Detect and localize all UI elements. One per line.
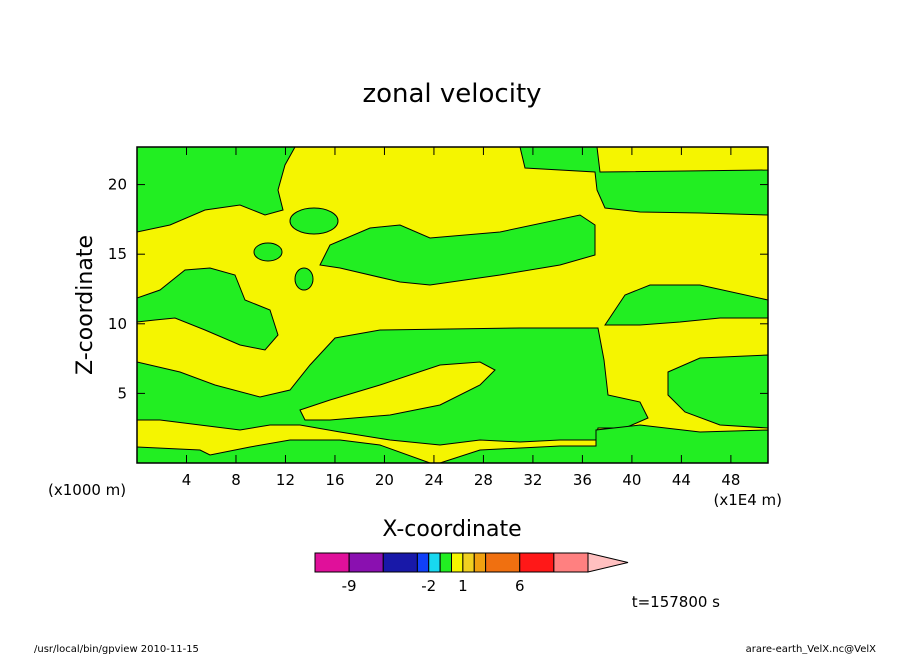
- x-tick-label: 40: [622, 471, 641, 489]
- chart-title: zonal velocity: [362, 79, 541, 109]
- x-tick-label: 8: [231, 471, 241, 489]
- x-tick-label: 32: [523, 471, 542, 489]
- x-tick-label: 48: [721, 471, 740, 489]
- colorbar-segment: [428, 552, 441, 573]
- colorbar-tick-label: 1: [458, 577, 468, 595]
- footer-right: arare-earth_VelX.nc@VelX: [746, 644, 877, 654]
- x-tick-label: 16: [325, 471, 344, 489]
- contour-region: [289, 207, 339, 235]
- x-tick-label: 4: [182, 471, 192, 489]
- contour-region: [137, 439, 431, 463]
- x-tick-label: 12: [276, 471, 295, 489]
- y-tick-label: 5: [117, 384, 127, 402]
- colorbar-segment: [439, 552, 452, 573]
- colorbar-segment: [314, 552, 350, 573]
- colorbar-over: [587, 552, 629, 573]
- contour-region: [253, 242, 283, 262]
- contour-region: [137, 267, 279, 351]
- colorbar-tick-label: -2: [421, 577, 436, 595]
- contour-region: [439, 424, 768, 463]
- colorbar-segment: [451, 552, 464, 573]
- contour-region: [137, 147, 296, 233]
- y-tick-label: 10: [108, 315, 127, 333]
- annotation: t=157800 s: [632, 593, 720, 611]
- contour-region: [667, 354, 768, 429]
- contour-region: [319, 214, 596, 286]
- colorbar-segment: [485, 552, 521, 573]
- x-tick-label: 24: [424, 471, 443, 489]
- y-tick-label: 20: [108, 176, 127, 194]
- x-unit-label: (x1E4 m): [713, 491, 782, 509]
- colorbar-segment: [382, 552, 418, 573]
- colorbar-tick-label: -9: [342, 577, 357, 595]
- contour-region: [294, 267, 314, 291]
- colorbar-segment: [462, 552, 475, 573]
- x-unit-label: (x1000 m): [48, 481, 126, 499]
- colorbar-segment: [416, 552, 430, 573]
- plot-frame: [136, 146, 769, 464]
- contour-region: [299, 361, 496, 421]
- x-axis-title: X-coordinate: [382, 517, 521, 542]
- colorbar-segment: [473, 552, 487, 573]
- x-tick-label: 44: [672, 471, 691, 489]
- footer-left: /usr/local/bin/gpview 2010-11-15: [34, 644, 199, 654]
- x-tick-label: 36: [573, 471, 592, 489]
- contour-field: [137, 147, 768, 463]
- contour-region: [596, 147, 768, 173]
- colorbar-segment: [348, 552, 384, 573]
- contour-region: [604, 284, 768, 326]
- colorbar-segment: [553, 552, 589, 573]
- colorbar-segment: [519, 552, 555, 573]
- x-tick-label: 28: [474, 471, 493, 489]
- x-tick-label: 20: [375, 471, 394, 489]
- colorbar-tick-label: 6: [515, 577, 525, 595]
- y-axis-title: Z-coordinate: [73, 235, 98, 375]
- y-tick-label: 15: [108, 245, 127, 263]
